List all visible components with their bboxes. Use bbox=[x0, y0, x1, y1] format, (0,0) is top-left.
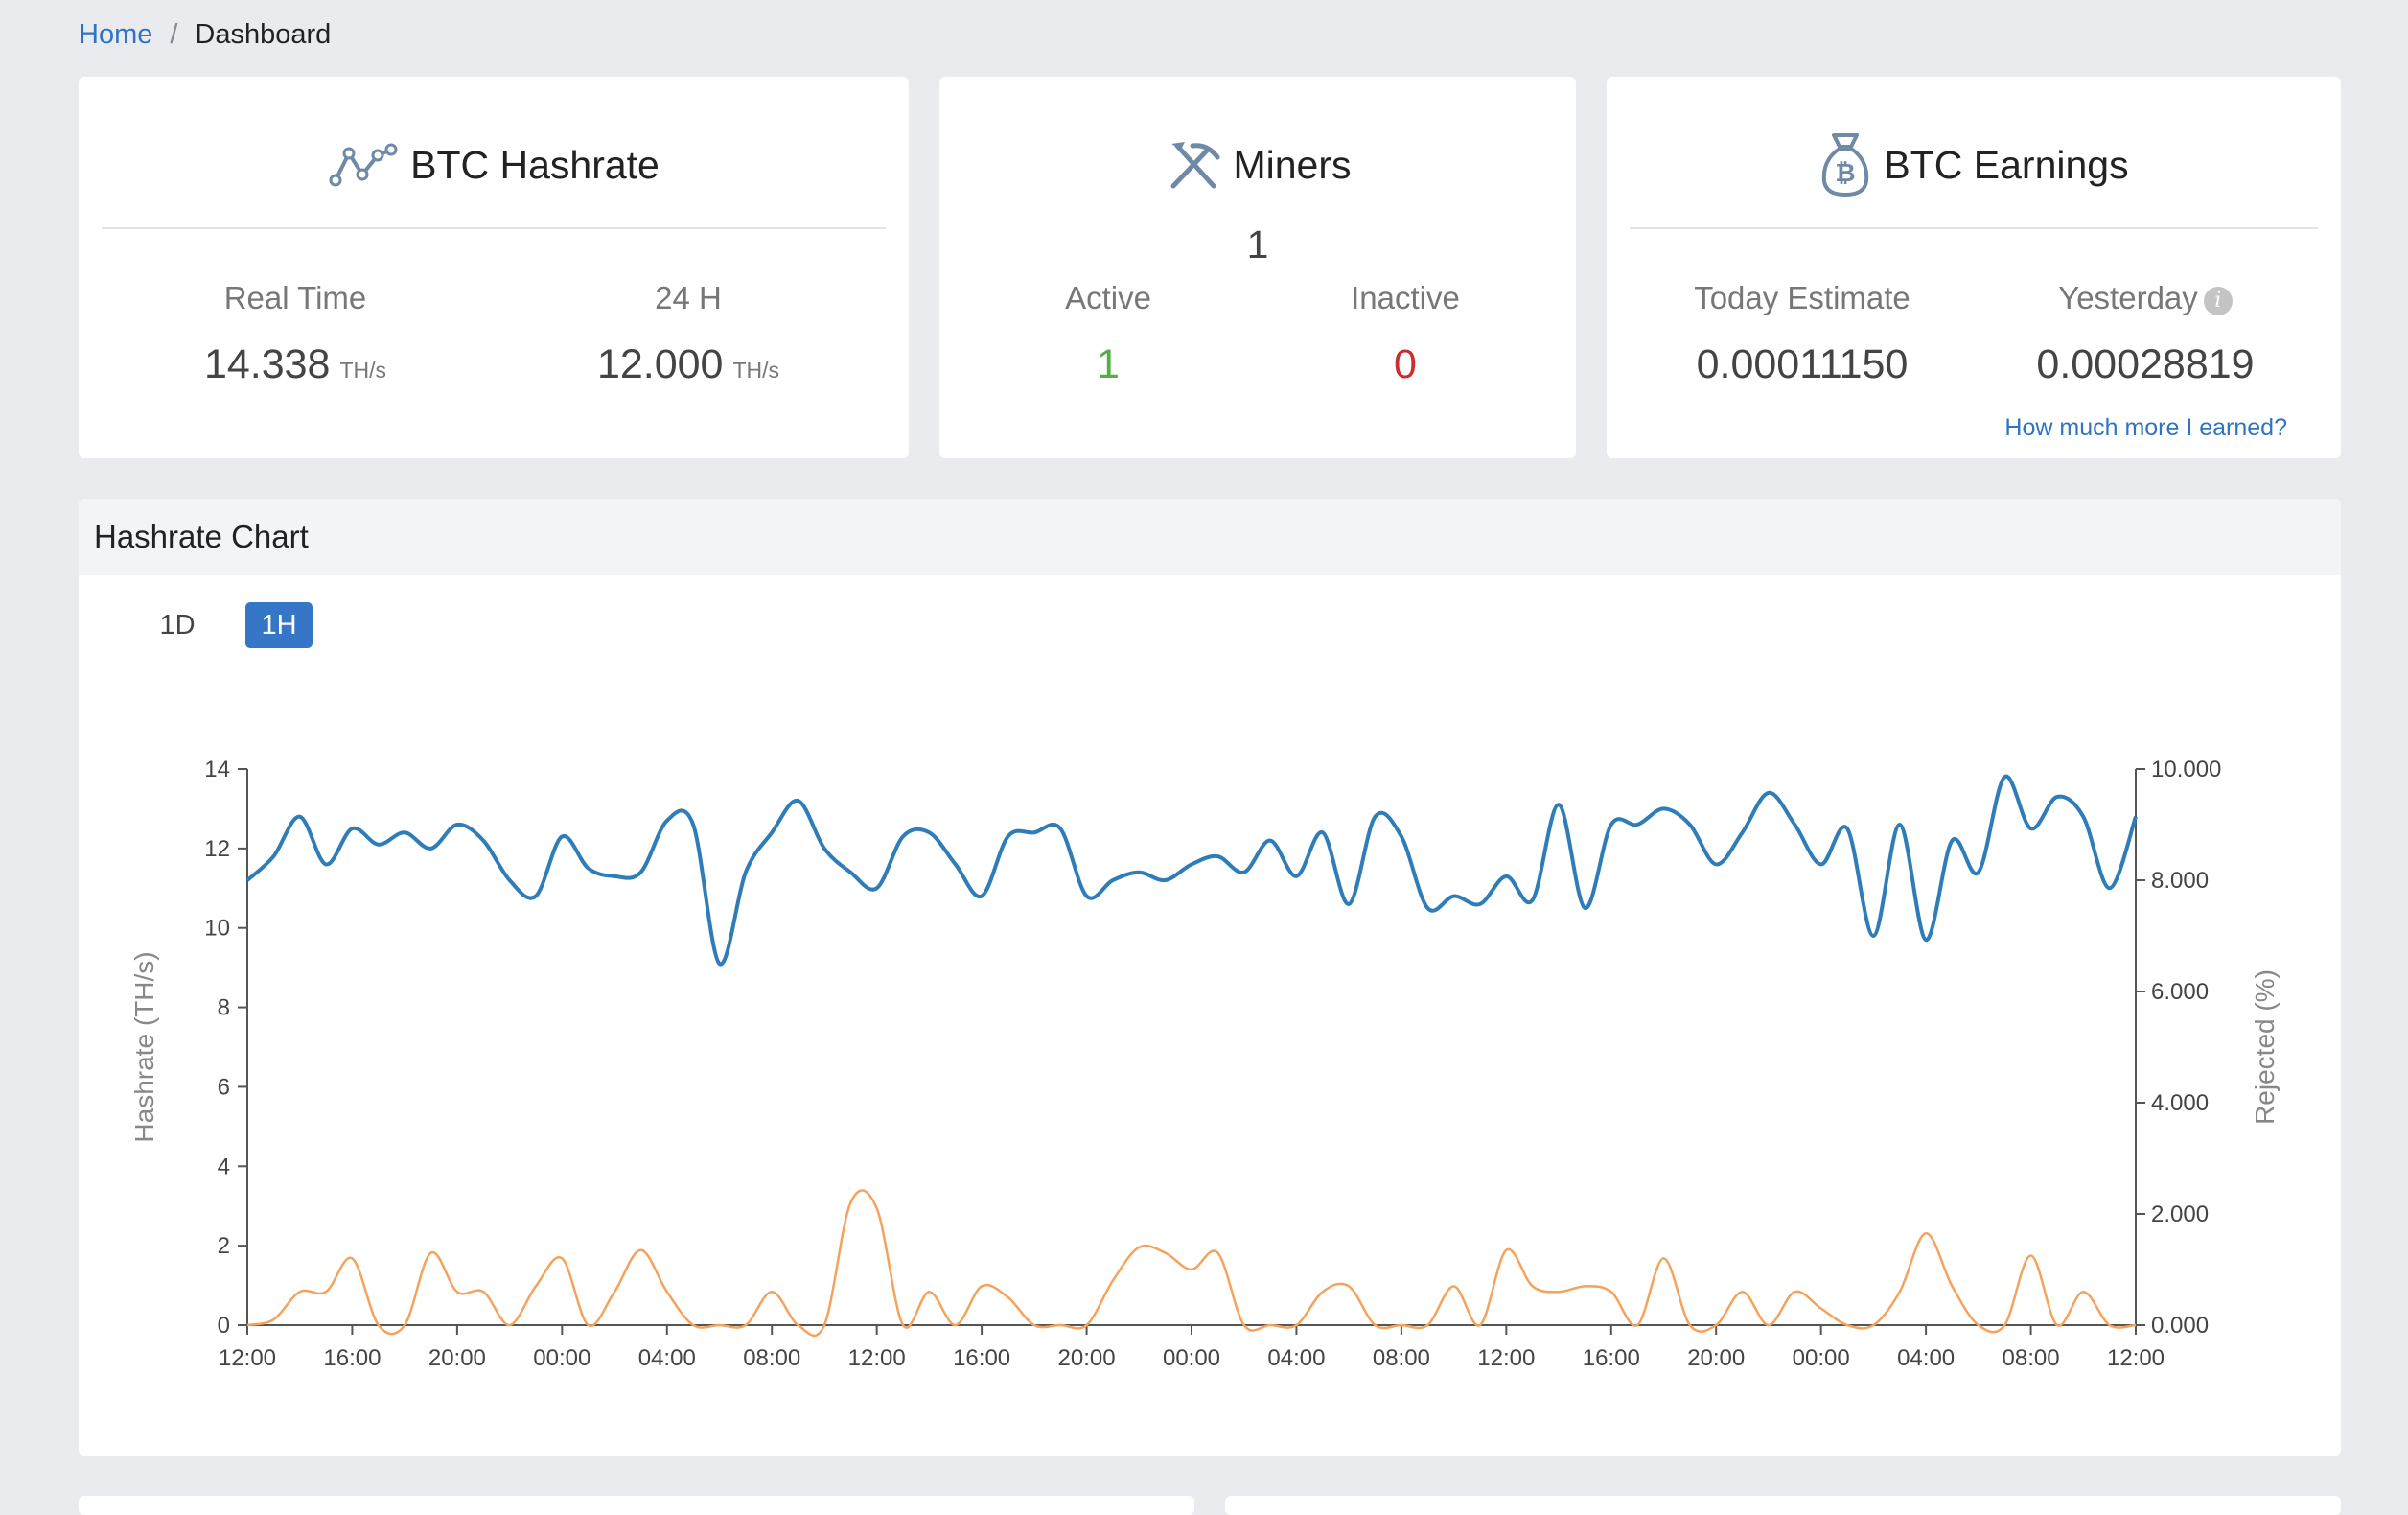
bottom-card-right bbox=[1225, 1496, 2341, 1515]
range-1h-button[interactable]: 1H bbox=[245, 602, 313, 648]
breadcrumb-separator: / bbox=[170, 19, 178, 50]
y-tick-label: 14 bbox=[204, 757, 230, 782]
x-tick-label: 08:00 bbox=[2003, 1345, 2060, 1371]
active-label: Active bbox=[1065, 280, 1151, 315]
realtime-label: Real Time bbox=[223, 280, 367, 315]
bottom-card-left bbox=[79, 1496, 1194, 1515]
x-tick-label: 20:00 bbox=[1058, 1345, 1116, 1371]
hashrate-card-title: BTC Hashrate bbox=[410, 142, 660, 187]
bitcoin-bag-icon: ₿ bbox=[1822, 133, 1869, 197]
yesterday-stat: Yesterday i 0.00028819 bbox=[1954, 280, 2337, 388]
rejected-series-line bbox=[246, 1189, 2137, 1338]
y2-tick-label: 8.000 bbox=[2151, 868, 2209, 894]
yesterday-value: 0.00028819 bbox=[2036, 341, 2255, 387]
today-stat: Today Estimate 0.00011150 bbox=[1610, 280, 1994, 388]
earnings-card-header: ₿ BTC Earnings bbox=[1607, 131, 2341, 198]
breadcrumb-current: Dashboard bbox=[195, 19, 332, 50]
y-tick-label: 12 bbox=[204, 836, 230, 862]
inactive-value: 0 bbox=[1394, 341, 1417, 387]
realtime-stat: Real Time 14.338 TH/s bbox=[104, 280, 487, 388]
miners-card-title: Miners bbox=[1233, 142, 1352, 187]
y2-tick-label: 6.000 bbox=[2151, 979, 2209, 1005]
earned-more-link[interactable]: How much more I earned? bbox=[2004, 414, 2287, 441]
info-icon[interactable]: i bbox=[2203, 287, 2233, 315]
x-tick-label: 00:00 bbox=[1163, 1345, 1220, 1371]
hashrate-series-line bbox=[245, 775, 2138, 967]
range-1d-button[interactable]: 1D bbox=[159, 609, 196, 641]
x-tick-label: 04:00 bbox=[1897, 1345, 1955, 1371]
pickaxe-icon bbox=[1170, 142, 1220, 189]
earnings-card: ₿ BTC Earnings Today Estimate 0.00011150… bbox=[1607, 77, 2341, 458]
miners-card-header: Miners bbox=[939, 138, 1576, 192]
x-tick-label: 12:00 bbox=[2107, 1345, 2165, 1371]
realtime-value: 14.338 bbox=[203, 341, 331, 387]
x-tick-label: 16:00 bbox=[323, 1345, 381, 1371]
h24-stat: 24 H 12.000 TH/s bbox=[497, 280, 880, 388]
inactive-stat: Inactive 0 bbox=[1214, 280, 1597, 388]
chart-panel-title: Hashrate Chart bbox=[94, 519, 309, 554]
y-tick-label: 6 bbox=[218, 1074, 230, 1100]
svg-text:₿: ₿ bbox=[1836, 159, 1856, 188]
x-tick-label: 00:00 bbox=[1793, 1345, 1850, 1371]
miners-total: 1 bbox=[1246, 222, 1269, 267]
x-tick-label: 04:00 bbox=[638, 1345, 696, 1371]
y2-tick-label: 4.000 bbox=[2151, 1090, 2209, 1116]
today-label: Today Estimate bbox=[1694, 280, 1910, 315]
y-tick-label: 0 bbox=[218, 1313, 230, 1339]
card-divider bbox=[102, 227, 886, 229]
realtime-unit: TH/s bbox=[339, 358, 387, 383]
x-tick-label: 16:00 bbox=[953, 1345, 1010, 1371]
active-value: 1 bbox=[1097, 341, 1120, 387]
x-tick-label: 16:00 bbox=[1583, 1345, 1640, 1371]
hashrate-card-header: BTC Hashrate bbox=[79, 142, 909, 188]
yesterday-label: Yesterday bbox=[2058, 280, 2198, 315]
y-tick-label: 10 bbox=[204, 916, 230, 942]
h24-label: 24 H bbox=[655, 280, 722, 315]
inactive-label: Inactive bbox=[1351, 280, 1460, 315]
y-tick-label: 4 bbox=[218, 1154, 230, 1179]
x-tick-label: 04:00 bbox=[1267, 1345, 1325, 1371]
y-axis-title: Hashrate (TH/s) bbox=[129, 951, 159, 1142]
x-tick-label: 12:00 bbox=[219, 1345, 276, 1371]
breadcrumb-home-link[interactable]: Home bbox=[79, 19, 153, 50]
h24-value: 12.000 bbox=[596, 341, 724, 387]
x-tick-label: 00:00 bbox=[533, 1345, 590, 1371]
today-value: 0.00011150 bbox=[1696, 341, 1909, 387]
hashrate-card: BTC Hashrate Real Time 14.338 TH/s 24 H 1… bbox=[79, 77, 909, 458]
y2-tick-label: 0.000 bbox=[2151, 1313, 2209, 1339]
x-tick-label: 12:00 bbox=[848, 1345, 906, 1371]
card-divider bbox=[1630, 227, 2318, 229]
earnings-card-title: BTC Earnings bbox=[1884, 142, 2129, 187]
chart-panel-header: Hashrate Chart bbox=[79, 499, 2341, 575]
active-stat: Active 1 bbox=[916, 280, 1300, 388]
h24-unit: TH/s bbox=[732, 358, 780, 383]
x-tick-label: 08:00 bbox=[743, 1345, 800, 1371]
y-tick-label: 2 bbox=[218, 1233, 230, 1259]
y2-tick-label: 10.000 bbox=[2151, 757, 2221, 782]
x-tick-label: 12:00 bbox=[1477, 1345, 1535, 1371]
hashrate-chart: 0 2 4 6 8 10 12 14 0.000 2.000 4.000 6.000 8.000 10.0… bbox=[129, 757, 2280, 1371]
y2-tick-label: 2.000 bbox=[2151, 1201, 2209, 1227]
hashrate-chart-panel: Hashrate Chart 1D 1H 0 2 4 6 8 10 12 14 0.000 2.0… bbox=[79, 499, 2341, 1456]
line-chart-icon bbox=[329, 143, 398, 187]
y-tick-label: 8 bbox=[218, 995, 230, 1021]
miners-card: Miners 1 Active 1 Inactive 0 bbox=[939, 77, 1576, 458]
y2-axis-title: Rejected (%) bbox=[2250, 969, 2280, 1125]
x-tick-label: 20:00 bbox=[428, 1345, 486, 1371]
x-tick-label: 20:00 bbox=[1687, 1345, 1745, 1371]
x-tick-label: 08:00 bbox=[1373, 1345, 1430, 1371]
breadcrumb: Home / Dashboard bbox=[79, 19, 331, 51]
